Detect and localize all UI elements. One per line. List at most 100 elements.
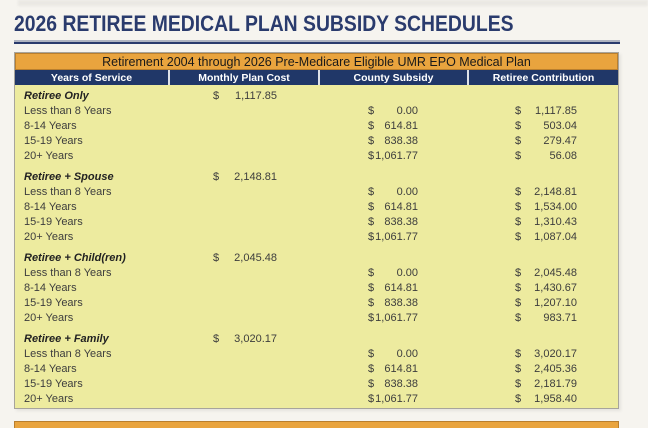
column-header-county-subsidy: County Subsidy [318, 70, 467, 85]
monthly-plan-cost-value-cell: $2,148.81 [168, 171, 318, 183]
currency-symbol: $ [515, 230, 522, 243]
currency-symbol: $ [368, 104, 375, 117]
retiree-contribution-value: $1,534.00 [515, 201, 577, 213]
table-row: Less than 8 Years $0.00 $2,045.48 [15, 265, 618, 280]
retiree-contribution-value-cell: $2,405.36 [467, 363, 618, 375]
retiree-contribution-value-cell: $3,020.17 [467, 348, 618, 360]
monthly-plan-cost-value-cell: $2,045.48 [168, 252, 318, 264]
county-subsidy-value-cell: $0.00 [318, 186, 467, 198]
retiree-contribution-value-cell: $1,117.85 [467, 105, 618, 117]
retiree-contribution-value: $1,207.10 [515, 297, 577, 309]
amount-value: 3,020.17 [234, 332, 277, 345]
years-of-service-label: 8-14 Years [24, 281, 77, 294]
amount-value: 838.38 [384, 215, 418, 228]
retiree-contribution-value-cell: $2,045.48 [467, 267, 618, 279]
currency-symbol: $ [515, 119, 522, 132]
amount-value: 838.38 [384, 296, 418, 309]
amount-value: 983.71 [543, 311, 577, 324]
county-subsidy-value-cell: $614.81 [318, 282, 467, 294]
currency-symbol: $ [515, 281, 522, 294]
years-of-service-label: 8-14 Years [24, 362, 77, 375]
table-body: Retiree Only $1,117.85 Less than 8 Years $0… [15, 85, 618, 408]
amount-value: 1,430.67 [534, 281, 577, 294]
amount-value: 2,045.48 [234, 251, 277, 264]
currency-symbol: $ [515, 347, 522, 360]
amount-value: 838.38 [384, 377, 418, 390]
county-subsidy-value: $1,061.77 [368, 393, 418, 405]
county-subsidy-value-cell: $1,061.77 [318, 150, 467, 162]
amount-value: 2,148.81 [534, 185, 577, 198]
page-title: 2026 RETIREE MEDICAL PLAN SUBSIDY SCHEDU… [14, 11, 514, 36]
table-banner: Retirement 2004 through 2026 Pre-Medicar… [15, 53, 618, 70]
years-of-service-label: 20+ Years [24, 311, 74, 324]
table-row: 15-19 Years $838.38 $279.47 [15, 133, 618, 148]
amount-value: 614.81 [384, 200, 418, 213]
county-subsidy-value: $838.38 [368, 378, 418, 390]
county-subsidy-value-cell: $838.38 [318, 216, 467, 228]
retiree-contribution-value-cell: $279.47 [467, 135, 618, 147]
county-subsidy-value-cell: $614.81 [318, 120, 467, 132]
currency-symbol: $ [213, 251, 220, 264]
retiree-contribution-value: $503.04 [515, 120, 577, 132]
currency-symbol: $ [368, 185, 375, 198]
section-header-row: Retiree Only $1,117.85 [15, 88, 618, 103]
years-of-service-label: Less than 8 Years [24, 347, 112, 360]
scan-bleed-artifact [18, 0, 648, 6]
retiree-contribution-value-cell: $1,087.04 [467, 231, 618, 243]
currency-symbol: $ [515, 362, 522, 375]
table-row: 15-19 Years $838.38 $1,207.10 [15, 295, 618, 310]
table-row: Less than 8 Years $0.00 $2,148.81 [15, 184, 618, 199]
currency-symbol: $ [515, 266, 522, 279]
amount-value: 2,045.48 [534, 266, 577, 279]
currency-symbol: $ [515, 200, 522, 213]
years-of-service-label: 15-19 Years [24, 134, 83, 147]
years-of-service-label: 20+ Years [24, 230, 74, 243]
county-subsidy-value: $838.38 [368, 216, 418, 228]
county-subsidy-value-cell: $838.38 [318, 135, 467, 147]
amount-value: 1,207.10 [534, 296, 577, 309]
retiree-contribution-value-cell: $1,958.40 [467, 393, 618, 405]
county-subsidy-value-cell: $0.00 [318, 105, 467, 117]
county-subsidy-value: $0.00 [368, 105, 418, 117]
currency-symbol: $ [515, 134, 522, 147]
amount-value: 614.81 [384, 119, 418, 132]
amount-value: 1,117.85 [534, 104, 577, 117]
currency-symbol: $ [368, 215, 375, 228]
section-header-row: Retiree + Family $3,020.17 [15, 331, 618, 346]
retiree-contribution-value-cell: $1,310.43 [467, 216, 618, 228]
years-of-service-label: Less than 8 Years [24, 266, 112, 279]
currency-symbol: $ [515, 149, 522, 162]
county-subsidy-value-cell: $1,061.77 [318, 312, 467, 324]
retiree-contribution-value: $1,087.04 [515, 231, 577, 243]
monthly-plan-cost-value: $2,045.48 [213, 252, 277, 264]
amount-value: 56.08 [549, 149, 577, 162]
retiree-contribution-value: $983.71 [515, 312, 577, 324]
county-subsidy-value: $614.81 [368, 363, 418, 375]
section-label: Retiree + Child(ren) [24, 251, 126, 264]
monthly-plan-cost-value: $1,117.85 [213, 90, 277, 102]
table-row: 15-19 Years $838.38 $1,310.43 [15, 214, 618, 229]
retiree-contribution-value: $1,117.85 [515, 105, 577, 117]
retiree-contribution-value-cell: $1,207.10 [467, 297, 618, 309]
table-row: 20+ Years $1,061.77 $983.71 [15, 310, 618, 325]
retiree-contribution-value-cell: $56.08 [467, 150, 618, 162]
retiree-contribution-value-cell: $983.71 [467, 312, 618, 324]
retiree-contribution-value: $56.08 [515, 150, 577, 162]
currency-symbol: $ [515, 311, 522, 324]
currency-symbol: $ [213, 332, 220, 345]
section-label: Retiree + Spouse [24, 170, 114, 183]
amount-value: 1,117.85 [234, 89, 277, 102]
amount-value: 1,534.00 [534, 200, 577, 213]
amount-value: 503.04 [543, 119, 577, 132]
retiree-contribution-value: $2,405.36 [515, 363, 577, 375]
county-subsidy-value: $1,061.77 [368, 150, 418, 162]
years-of-service-label: 20+ Years [24, 392, 74, 405]
currency-symbol: $ [368, 392, 375, 405]
county-subsidy-value-cell: $838.38 [318, 378, 467, 390]
section-label: Retiree Only [24, 89, 89, 102]
currency-symbol: $ [515, 215, 522, 228]
retiree-contribution-value: $3,020.17 [515, 348, 577, 360]
table-row: 8-14 Years $614.81 $1,430.67 [15, 280, 618, 295]
table-row: 8-14 Years $614.81 $1,534.00 [15, 199, 618, 214]
county-subsidy-value-cell: $614.81 [318, 201, 467, 213]
